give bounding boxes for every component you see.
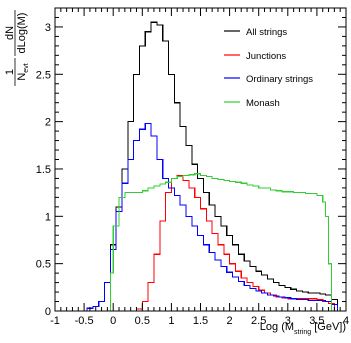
x-axis-title: Log (Mstring [GeV]) bbox=[260, 321, 346, 336]
series-layer bbox=[55, 21, 338, 312]
y-tick-label: 3 bbox=[45, 22, 51, 34]
x-tick-label: 4 bbox=[343, 315, 349, 327]
legend-entry-monash: Monash bbox=[224, 98, 280, 109]
series-line-monash bbox=[55, 173, 332, 312]
x-tick-label: 3 bbox=[285, 315, 291, 327]
legend-entry-junctions: Junctions bbox=[224, 51, 286, 62]
x-tick-label: 3.5 bbox=[309, 315, 324, 327]
plot-frame bbox=[54, 7, 347, 312]
x-tick-label: -0.5 bbox=[75, 315, 94, 327]
y-axis-denominator: dLog(M) bbox=[16, 13, 28, 54]
x-tick-label: 1 bbox=[168, 315, 174, 327]
legend-entry-all-strings: All strings bbox=[224, 27, 287, 38]
x-tick-label: 2.5 bbox=[251, 315, 266, 327]
svg-text:Log (Mstring [GeV]): Log (Mstring [GeV]) bbox=[260, 321, 346, 336]
y-tick-label: 1 bbox=[45, 211, 51, 223]
legend-label-monash: Monash bbox=[246, 98, 280, 109]
x-tick-label: 1.5 bbox=[193, 315, 208, 327]
y-axis-title: 1 Nevt dN dLog(M) bbox=[4, 10, 30, 86]
y-tick-label: 1.5 bbox=[36, 164, 51, 176]
legend: All strings Junctions Ordinary strings M… bbox=[224, 27, 313, 109]
legend-label-ordinary-strings: Ordinary strings bbox=[246, 74, 313, 85]
series-line-all-strings bbox=[55, 21, 338, 312]
axes-layer bbox=[54, 7, 347, 312]
legend-label-all-strings: All strings bbox=[246, 27, 287, 38]
legend-entry-ordinary-strings: Ordinary strings bbox=[224, 74, 313, 85]
svg-text:Nevt: Nevt bbox=[16, 63, 30, 80]
x-tick-label: -1 bbox=[50, 315, 60, 327]
series-line-ordinary-strings bbox=[55, 122, 338, 312]
y-tick-label: 0 bbox=[45, 306, 51, 318]
x-tick-label: 0.5 bbox=[135, 315, 150, 327]
y-tick-label: 2.5 bbox=[36, 69, 51, 81]
x-tick-label: 2 bbox=[227, 315, 233, 327]
legend-label-junctions: Junctions bbox=[246, 51, 286, 62]
y-tick-label: 2 bbox=[45, 117, 51, 129]
x-axis-title-unit: [GeV]) bbox=[311, 321, 346, 333]
x-axis-title-sub: string bbox=[294, 329, 311, 336]
y-axis-prefix-denominator: N bbox=[16, 73, 28, 81]
y-axis-prefix-denominator-sub: evt bbox=[23, 63, 30, 72]
y-axis-numerator: dN bbox=[4, 26, 16, 40]
x-tick-label: 0 bbox=[110, 315, 116, 327]
y-tick-label: 0.5 bbox=[36, 259, 51, 271]
ticks-layer: -1 -0.5 0 0.5 1 1.5 2 2.5 3 3.5 4 0 0.5 1 1.5 2 2.5 3 bbox=[36, 7, 349, 327]
y-axis-prefix-numerator: 1 bbox=[4, 69, 16, 75]
x-axis-title-main: Log (M bbox=[260, 321, 294, 333]
